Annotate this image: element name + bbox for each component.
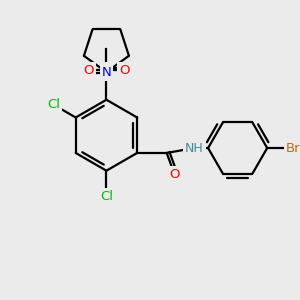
Text: NH: NH (185, 142, 204, 154)
Text: O: O (83, 64, 94, 77)
Text: N: N (101, 66, 111, 79)
Text: O: O (169, 168, 180, 181)
Text: Br: Br (286, 142, 300, 154)
Text: Cl: Cl (100, 190, 113, 203)
Text: Cl: Cl (47, 98, 60, 111)
Text: S: S (102, 64, 111, 77)
Text: O: O (119, 64, 129, 77)
